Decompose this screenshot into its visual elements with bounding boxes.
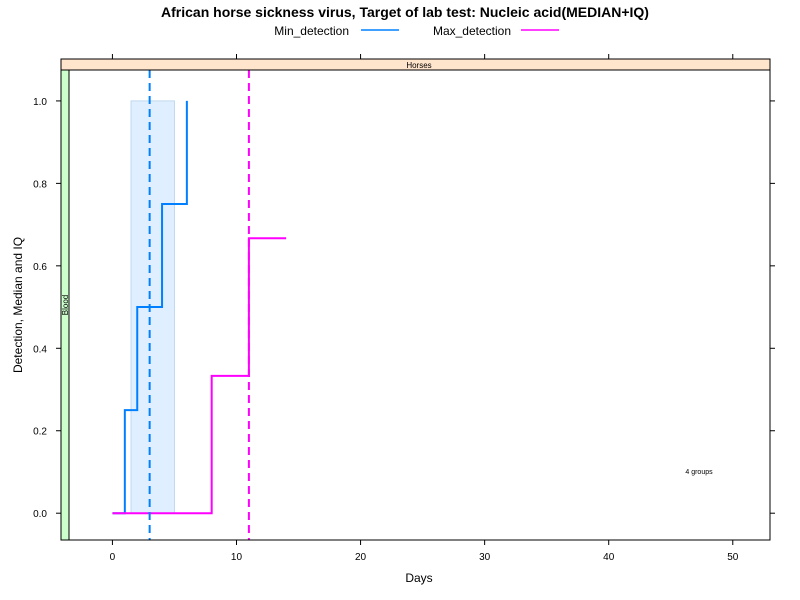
y-tick-label: 0.8	[33, 179, 47, 190]
x-tick-label: 10	[231, 552, 243, 563]
plot-panel-border	[68, 69, 771, 541]
y-axis-title: Detection, Median and IQ	[11, 237, 25, 373]
legend-label-min-detection: Min_detection	[274, 24, 349, 38]
strip-top-label: Horses	[406, 61, 431, 70]
y-tick-label: 0.6	[33, 262, 47, 273]
x-tick-label: 0	[110, 552, 116, 563]
x-tick-label: 40	[603, 552, 615, 563]
chart-title: African horse sickness virus, Target of …	[161, 4, 649, 20]
y-tick-label: 1.0	[33, 97, 47, 108]
y-tick-label: 0.0	[33, 509, 47, 520]
series-line-max-detection	[112, 237, 287, 515]
groups-annotation: 4 groups	[685, 469, 713, 476]
legend-label-max-detection: Max_detection	[433, 24, 511, 38]
x-tick-label: 50	[727, 552, 739, 563]
x-tick-label: 20	[355, 552, 367, 563]
legend: Min_detection Max_detection	[274, 24, 559, 38]
y-tick-label: 0.4	[33, 344, 47, 355]
y-tick-label: 0.2	[33, 427, 47, 438]
x-axis-title: Days	[405, 571, 432, 585]
series-line-min-detection	[112, 100, 188, 515]
x-tick-label: 30	[479, 552, 491, 563]
strip-left-label: Blood	[61, 295, 70, 315]
